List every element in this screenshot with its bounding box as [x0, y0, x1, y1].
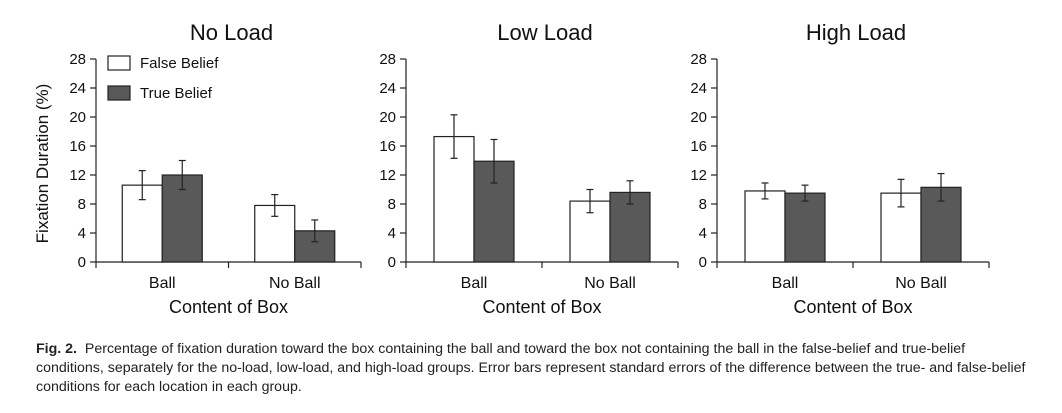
chart-panel-1: No Load 0 4 8 12 16 20 24 28 Ball No Ball Content o…	[33, 20, 362, 317]
bar-false-belief	[744, 190, 786, 263]
y-tick-label: 0	[388, 254, 396, 271]
figure-caption-label: Fig. 2.	[36, 341, 77, 357]
y-tick-label: 4	[78, 225, 86, 242]
figure-caption-text: Percentage of fixation duration toward t…	[36, 341, 1026, 395]
y-tick-label: 0	[78, 254, 86, 271]
y-tick-label: 24	[379, 80, 396, 97]
y-axis-label: Fixation Duration (%)	[33, 84, 52, 244]
y-tick-label: 4	[388, 225, 396, 242]
figure-panels: No Load 0 4 8 12 16 20 24 28 Ball No Ball Content o…	[33, 20, 990, 317]
chart-panel-3: High Load 0 4 8 12 16 20 24 28 Ball No Ball Content…	[690, 20, 990, 317]
legend-swatch-false-belief	[107, 55, 131, 71]
y-tick-label: 4	[699, 225, 707, 242]
legend-swatch-true-belief	[107, 85, 131, 101]
panel-title: Low Load	[497, 20, 592, 45]
y-tick-label: 16	[690, 138, 707, 155]
category-label: No Ball	[895, 275, 947, 292]
y-tick-label: 20	[379, 109, 396, 126]
panel-title: High Load	[806, 20, 906, 45]
y-tick-label: 12	[379, 167, 396, 184]
y-tick-label: 16	[69, 138, 86, 155]
y-tick-label: 0	[699, 254, 707, 271]
category-label: Ball	[461, 275, 488, 292]
y-tick-label: 8	[388, 196, 396, 213]
y-tick-label: 28	[690, 51, 707, 68]
legend-label: True Belief	[140, 85, 213, 102]
x-axis-label: Content of Box	[793, 297, 912, 317]
chart-panel-2: Low Load 0 4 8 12 16 20 24 28 Ball No Ball Content …	[379, 20, 679, 317]
y-tick-label: 12	[69, 167, 86, 184]
y-tick-label: 28	[379, 51, 396, 68]
y-tick-label: 8	[78, 196, 86, 213]
bar-true-belief	[784, 192, 826, 263]
category-label: No Ball	[269, 275, 321, 292]
y-tick-label: 12	[690, 167, 707, 184]
x-axis-label: Content of Box	[169, 297, 288, 317]
y-tick-label: 20	[690, 109, 707, 126]
panel-title: No Load	[190, 20, 273, 45]
category-label: No Ball	[584, 275, 636, 292]
y-tick-label: 20	[69, 109, 86, 126]
y-tick-label: 24	[690, 80, 707, 97]
category-label: Ball	[772, 275, 799, 292]
legend-label: False Belief	[140, 55, 219, 72]
x-axis-label: Content of Box	[482, 297, 601, 317]
y-tick-label: 16	[379, 138, 396, 155]
category-label: Ball	[149, 275, 176, 292]
y-tick-label: 24	[69, 80, 86, 97]
figure-caption: Fig. 2. Percentage of fixation duration …	[36, 340, 1036, 397]
y-tick-label: 8	[699, 196, 707, 213]
y-tick-label: 28	[69, 51, 86, 68]
